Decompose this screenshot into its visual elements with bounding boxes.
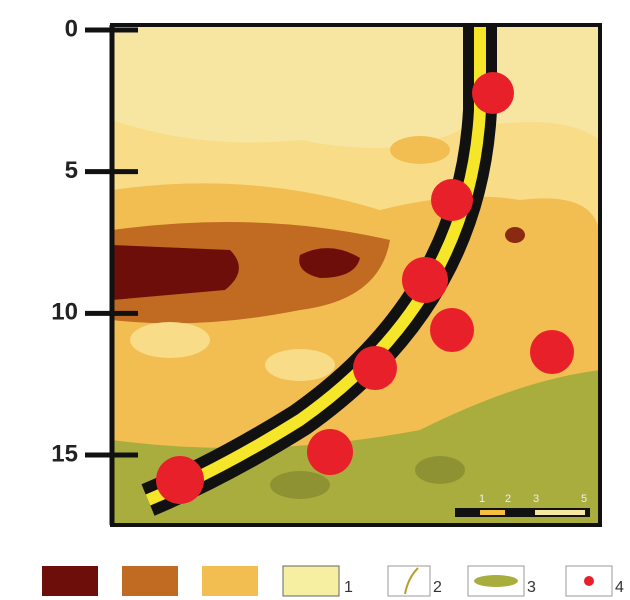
- scale-label: 3: [533, 493, 539, 505]
- tick-label: 15: [51, 440, 78, 467]
- legend-label: 1: [344, 579, 353, 596]
- legend-label: 2: [433, 579, 442, 596]
- tick-label: 5: [65, 157, 78, 184]
- legend: 1 2 3 4: [42, 566, 624, 596]
- tick-label: 10: [51, 299, 78, 326]
- legend-label: 4: [615, 579, 624, 596]
- scale-label: 5: [581, 493, 587, 505]
- map: [112, 20, 600, 525]
- scale-label: 1: [479, 493, 485, 505]
- map-figure: 0 5 10 15 1 2 3 5 1 2 3 4: [0, 0, 630, 600]
- tick-label: 0: [65, 15, 78, 42]
- scale-label: 2: [505, 493, 511, 505]
- legend-label: 3: [527, 579, 536, 596]
